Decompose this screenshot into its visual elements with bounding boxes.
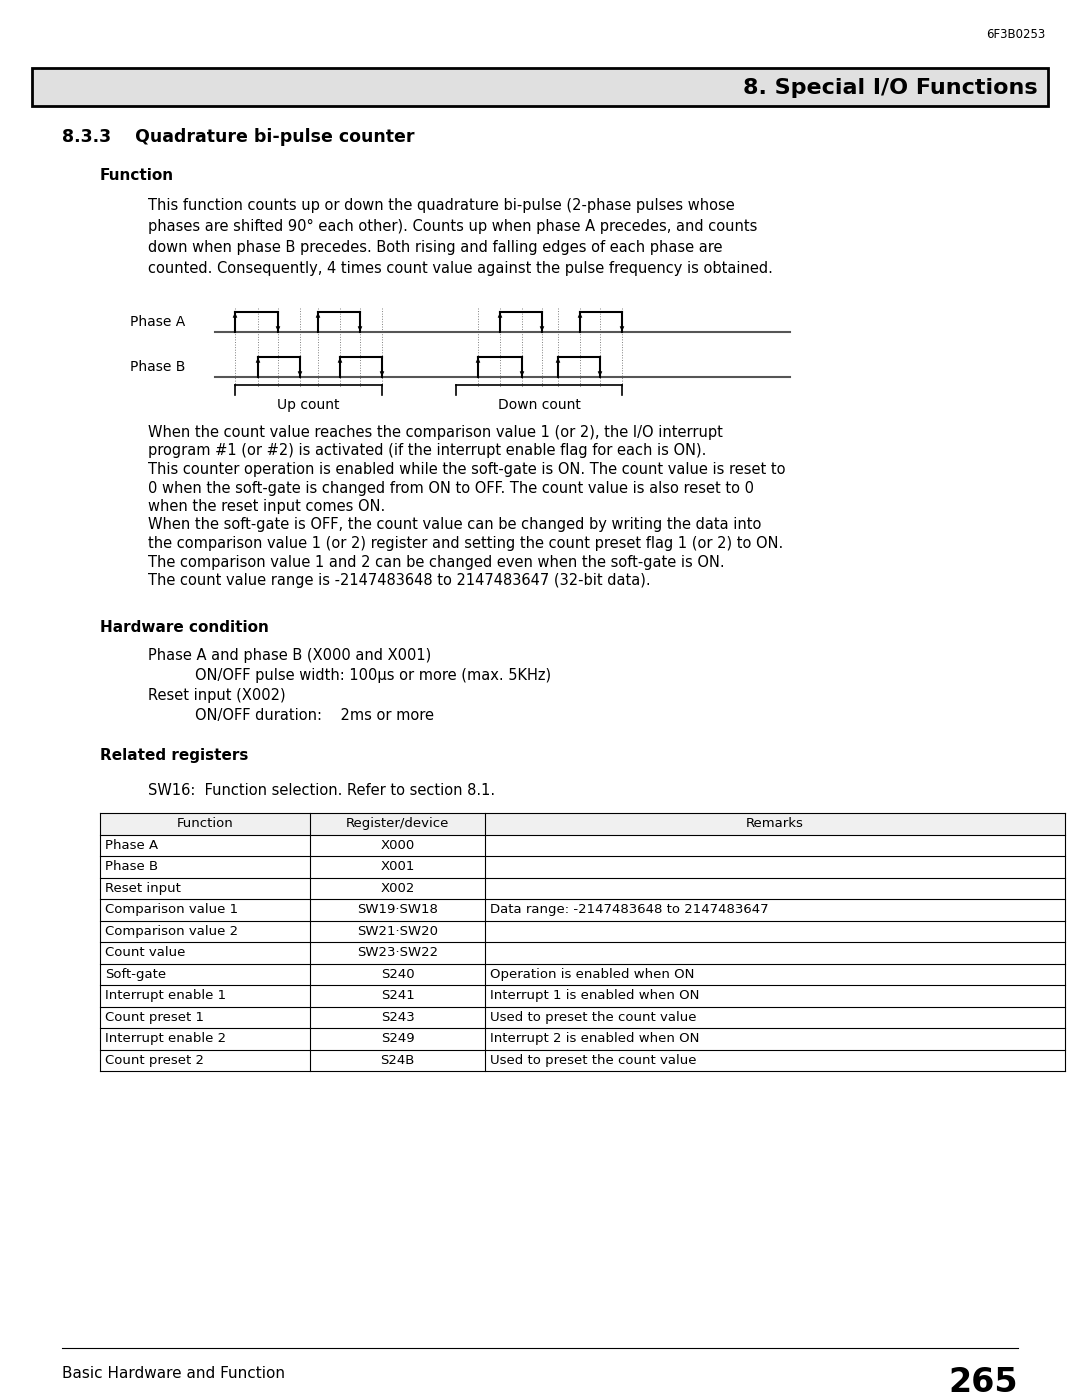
Text: Used to preset the count value: Used to preset the count value	[490, 1011, 697, 1024]
Text: This counter operation is enabled while the soft-gate is ON. The count value is : This counter operation is enabled while …	[148, 462, 785, 476]
Text: S243: S243	[380, 1011, 415, 1024]
Text: X002: X002	[380, 882, 415, 894]
Text: S241: S241	[380, 989, 415, 1002]
Text: When the soft-gate is OFF, the count value can be changed by writing the data in: When the soft-gate is OFF, the count val…	[148, 517, 761, 532]
Bar	[100, 813, 1065, 834]
Text: Function: Function	[177, 817, 233, 830]
Text: Up count: Up count	[278, 398, 340, 412]
Text: Related registers: Related registers	[100, 747, 248, 763]
Text: SW19·SW18: SW19·SW18	[357, 904, 437, 916]
Text: SW23·SW22: SW23·SW22	[356, 946, 438, 960]
Text: Comparison value 1: Comparison value 1	[105, 904, 238, 916]
Text: ON/OFF duration:    2ms or more: ON/OFF duration: 2ms or more	[195, 708, 434, 724]
Text: Operation is enabled when ON: Operation is enabled when ON	[490, 968, 694, 981]
Bar	[100, 942, 1065, 964]
Text: Interrupt 2 is enabled when ON: Interrupt 2 is enabled when ON	[490, 1032, 700, 1045]
Bar	[100, 964, 1065, 985]
Text: When the count value reaches the comparison value 1 (or 2), the I/O interrupt: When the count value reaches the compari…	[148, 425, 723, 440]
Text: ON/OFF pulse width: 100μs or more (max. 5KHz): ON/OFF pulse width: 100μs or more (max. …	[195, 668, 551, 683]
Text: The count value range is -2147483648 to 2147483647 (32-bit data).: The count value range is -2147483648 to …	[148, 573, 650, 588]
Bar	[32, 68, 1048, 106]
Text: the comparison value 1 (or 2) register and setting the count preset flag 1 (or 2: the comparison value 1 (or 2) register a…	[148, 536, 783, 550]
Text: Count preset 1: Count preset 1	[105, 1011, 204, 1024]
Text: This function counts up or down the quadrature bi-pulse (2-phase pulses whose
ph: This function counts up or down the quad…	[148, 198, 773, 277]
Bar	[100, 900, 1065, 921]
Text: Count value: Count value	[105, 946, 186, 960]
Text: Comparison value 2: Comparison value 2	[105, 925, 238, 937]
Text: Data range: -2147483648 to 2147483647: Data range: -2147483648 to 2147483647	[490, 904, 769, 916]
Text: 0 when the soft-gate is changed from ON to OFF. The count value is also reset to: 0 when the soft-gate is changed from ON …	[148, 481, 754, 496]
Bar	[100, 856, 1065, 877]
Text: S24B: S24B	[380, 1053, 415, 1067]
Bar	[100, 877, 1065, 900]
Text: Reset input (X002): Reset input (X002)	[148, 687, 285, 703]
Text: when the reset input comes ON.: when the reset input comes ON.	[148, 499, 386, 514]
Text: 265: 265	[948, 1366, 1018, 1397]
Text: Interrupt enable 1: Interrupt enable 1	[105, 989, 226, 1002]
Text: 8. Special I/O Functions: 8. Special I/O Functions	[743, 78, 1038, 98]
Bar	[100, 1028, 1065, 1049]
Text: X000: X000	[380, 838, 415, 852]
Text: Remarks: Remarks	[746, 817, 804, 830]
Text: Phase A and phase B (X000 and X001): Phase A and phase B (X000 and X001)	[148, 648, 431, 664]
Bar	[100, 1006, 1065, 1028]
Text: Hardware condition: Hardware condition	[100, 620, 269, 636]
Text: S240: S240	[380, 968, 415, 981]
Text: Interrupt 1 is enabled when ON: Interrupt 1 is enabled when ON	[490, 989, 700, 1002]
Text: Phase B: Phase B	[130, 360, 185, 374]
Text: 8.3.3    Quadrature bi-pulse counter: 8.3.3 Quadrature bi-pulse counter	[62, 129, 415, 147]
Bar	[100, 1049, 1065, 1071]
Text: X001: X001	[380, 861, 415, 873]
Text: Interrupt enable 2: Interrupt enable 2	[105, 1032, 226, 1045]
Bar	[100, 834, 1065, 856]
Text: Basic Hardware and Function: Basic Hardware and Function	[62, 1366, 285, 1382]
Bar	[100, 921, 1065, 942]
Text: Down count: Down count	[498, 398, 580, 412]
Text: Phase A: Phase A	[130, 314, 185, 330]
Text: Soft-gate: Soft-gate	[105, 968, 166, 981]
Text: Phase B: Phase B	[105, 861, 158, 873]
Bar	[100, 985, 1065, 1006]
Text: Register/device: Register/device	[346, 817, 449, 830]
Text: 6F3B0253: 6F3B0253	[986, 28, 1045, 41]
Text: The comparison value 1 and 2 can be changed even when the soft-gate is ON.: The comparison value 1 and 2 can be chan…	[148, 555, 725, 570]
Text: program #1 (or #2) is activated (if the interrupt enable flag for each is ON).: program #1 (or #2) is activated (if the …	[148, 443, 706, 458]
Text: S249: S249	[380, 1032, 415, 1045]
Text: Function: Function	[100, 168, 174, 183]
Text: Used to preset the count value: Used to preset the count value	[490, 1053, 697, 1067]
Text: SW21·SW20: SW21·SW20	[357, 925, 438, 937]
Text: Phase A: Phase A	[105, 838, 158, 852]
Text: Reset input: Reset input	[105, 882, 180, 894]
Text: SW16:  Function selection. Refer to section 8.1.: SW16: Function selection. Refer to secti…	[148, 782, 495, 798]
Text: Count preset 2: Count preset 2	[105, 1053, 204, 1067]
